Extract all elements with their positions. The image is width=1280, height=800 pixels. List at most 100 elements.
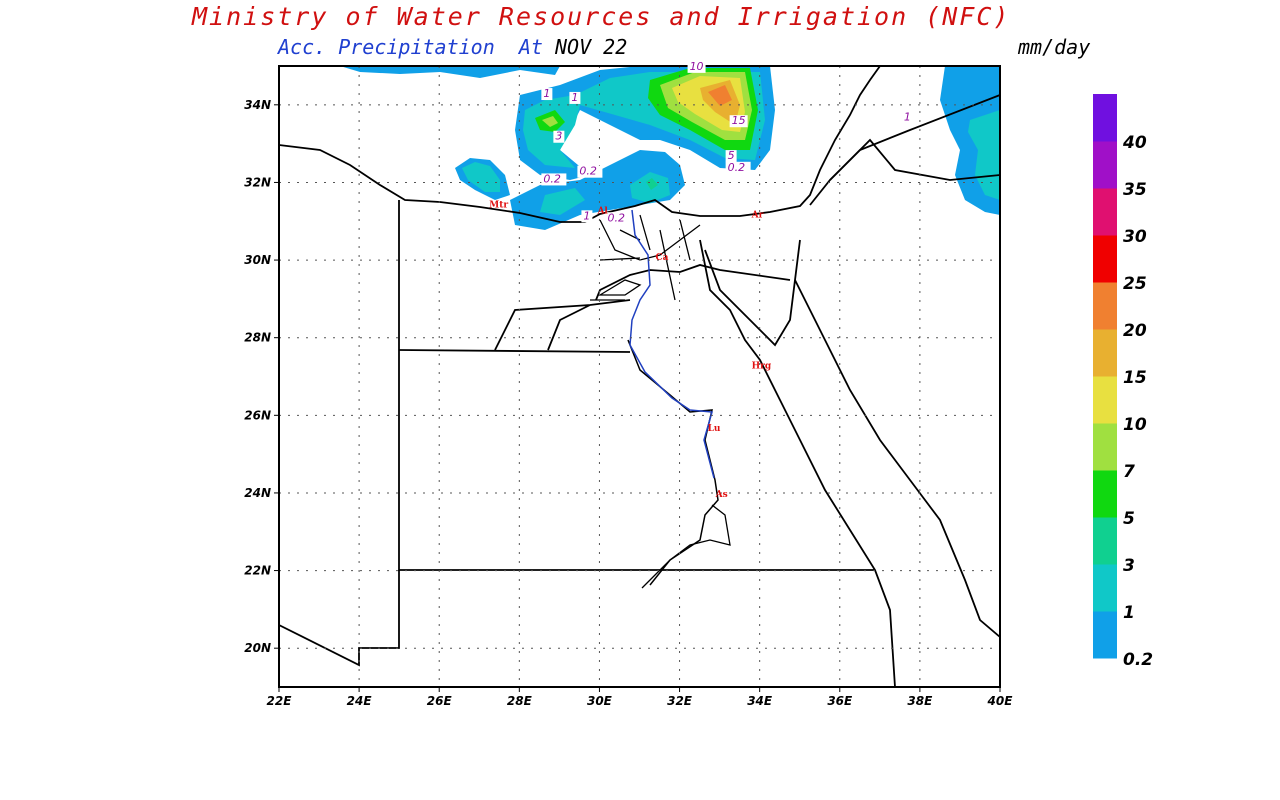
contour-label-bg xyxy=(729,115,748,128)
colorbar-swatch xyxy=(1093,470,1117,518)
contour-label-bg xyxy=(687,60,706,73)
contour-label: 1 xyxy=(583,209,590,222)
contour-label: 0.2 xyxy=(579,165,597,178)
lon-tick-label: 34E xyxy=(747,694,773,708)
lat-tick-label: 30N xyxy=(244,253,271,267)
precip-area xyxy=(542,116,558,127)
boundaries xyxy=(279,66,1000,687)
contour-label-bg xyxy=(581,210,593,223)
contour-label: 1 xyxy=(904,110,911,123)
colorbar-swatch xyxy=(1093,517,1117,565)
precip-area xyxy=(540,188,585,215)
lon-tick-label: 36E xyxy=(827,694,853,708)
colorbar-label: 25 xyxy=(1123,274,1147,294)
city-label: Mtr xyxy=(489,201,508,211)
city-label: As xyxy=(715,490,728,500)
province-line xyxy=(595,264,791,301)
colorbar-label: 1 xyxy=(1123,603,1135,623)
colorbar-swatch xyxy=(1093,564,1117,612)
colorbar-label: 7 xyxy=(1123,462,1135,482)
colorbar-label: 35 xyxy=(1123,180,1147,200)
contour-label-bg xyxy=(605,212,631,225)
contour-label-bg xyxy=(725,150,737,163)
contour-label: 0.2 xyxy=(543,172,561,185)
border-libya-sudan xyxy=(279,570,400,667)
nile-valley xyxy=(627,339,719,586)
colorbar-swatch xyxy=(1093,329,1117,377)
colorbar-label: 0.2 xyxy=(1123,650,1153,670)
contour-label-bg xyxy=(541,173,567,186)
map-subtitle: Acc. Precipitation At NOV 22 xyxy=(278,35,627,59)
precip-area xyxy=(646,178,658,190)
colorbar-label: 10 xyxy=(1123,415,1147,435)
lon-tick-label: 40E xyxy=(987,694,1014,708)
contour-label-bg xyxy=(553,130,565,143)
graticule xyxy=(279,66,1000,687)
precip-area xyxy=(968,110,1000,200)
lon-tick-label: 30E xyxy=(587,694,613,708)
colorbar-swatch xyxy=(1093,611,1117,659)
lat-tick-label: 22N xyxy=(244,564,271,578)
city-label: Al xyxy=(596,206,608,216)
map-frame xyxy=(278,65,1001,688)
lon-tick-label: 38E xyxy=(907,694,933,708)
lat-tick-label: 24N xyxy=(244,486,271,500)
colorbar-swatch xyxy=(1093,376,1117,424)
contour-label-bg xyxy=(725,161,751,174)
lon-tick-label: 32E xyxy=(667,694,693,708)
field-name: Acc. Precipitation xyxy=(278,35,495,59)
lat-tick-label: 20N xyxy=(244,641,271,655)
colorbar-label: 5 xyxy=(1123,509,1135,529)
colorbar-label: 40 xyxy=(1122,133,1147,153)
lon-tick-label: 22E xyxy=(267,694,293,708)
lon-tick-label: 28E xyxy=(507,694,533,708)
colorbar-label: 3 xyxy=(1123,556,1135,576)
city-label: Lu xyxy=(708,424,721,434)
border-egypt-libya xyxy=(398,200,875,571)
colorbar-label: 20 xyxy=(1123,321,1147,341)
colorbar-label: 30 xyxy=(1123,227,1147,247)
precip-area xyxy=(462,162,500,192)
contour-label-bg xyxy=(577,165,603,178)
contour-label: 0.2 xyxy=(728,161,746,174)
lat-tick-label: 26N xyxy=(244,408,271,422)
fayoum-lake xyxy=(597,279,642,296)
colorbar-swatch xyxy=(1093,141,1117,189)
colorbar-swatch xyxy=(1093,94,1117,142)
lat-tick-label: 28N xyxy=(244,331,271,345)
city-labels: Mtr Al Ca Ar Hrg Lu As xyxy=(489,201,772,500)
gulf-of-suez-west xyxy=(699,239,896,687)
lat-tick-label: 32N xyxy=(244,175,271,189)
arabian-coast xyxy=(794,279,1000,638)
colorbar-label: 15 xyxy=(1123,368,1147,388)
nile-river xyxy=(629,209,715,479)
lake-nasser xyxy=(641,504,731,589)
province-line xyxy=(494,299,631,351)
colorbar-swatch xyxy=(1093,282,1117,330)
map-title: Ministry of Water Resources and Irrigati… xyxy=(192,2,1011,31)
precip-area xyxy=(340,66,560,78)
lon-tick-label: 26E xyxy=(427,694,453,708)
contour-label: 1 xyxy=(543,87,550,100)
date-label: NOV 22 xyxy=(554,35,628,59)
city-label: Hrg xyxy=(752,362,772,372)
sinai-coast xyxy=(704,239,801,347)
levant-border xyxy=(829,138,1000,181)
contour-label: 15 xyxy=(732,114,746,127)
colorbar-swatch xyxy=(1093,423,1117,471)
contour-label-bg xyxy=(541,88,553,101)
contour-label: 3 xyxy=(555,130,562,143)
at-label: At xyxy=(518,35,543,59)
colorbar-swatch xyxy=(1093,188,1117,236)
contour-label: 0.2 xyxy=(607,211,625,224)
city-label: Ca xyxy=(656,253,669,263)
province-line xyxy=(398,349,631,353)
units-label: mm/day xyxy=(1018,35,1091,59)
lat-tick-label: 34N xyxy=(244,98,271,112)
coastline xyxy=(279,66,881,223)
delta-lines xyxy=(590,214,701,301)
lon-tick-label: 24E xyxy=(347,694,373,708)
